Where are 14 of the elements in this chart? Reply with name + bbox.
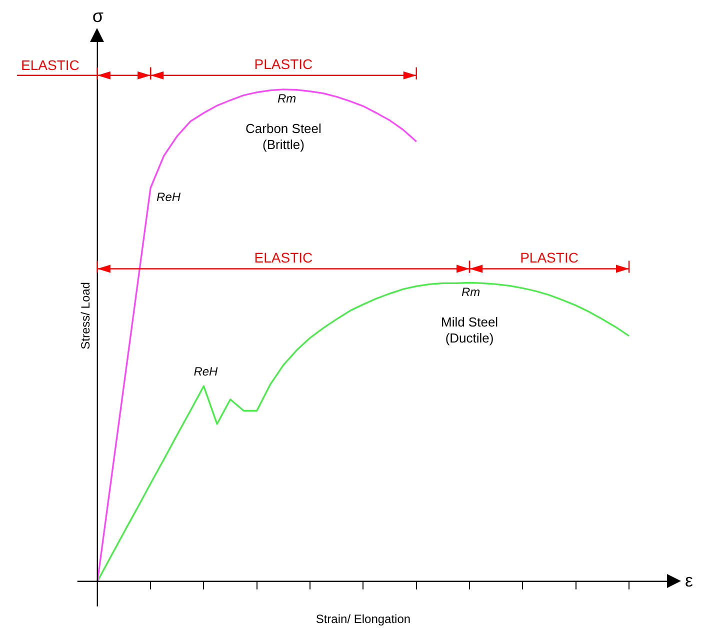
annotation: ReH	[194, 364, 218, 378]
text: ELASTIC	[21, 57, 80, 74]
series-label: Carbon Steel (Brittle)	[246, 120, 322, 152]
text: σ	[92, 6, 104, 26]
text: PLASTIC	[254, 56, 313, 72]
text: Mild Steel (Ductile)	[440, 314, 498, 346]
annotation: ELASTIC	[254, 250, 313, 266]
annotation: Rm	[462, 285, 480, 300]
x-axis-title: Strain/ Elongation	[316, 612, 411, 626]
annotation: PLASTIC	[520, 250, 578, 266]
annotation: ReH	[156, 190, 181, 204]
text: ε	[685, 570, 694, 590]
annotation: Rm	[277, 92, 296, 106]
y-axis-title: Stress/ Load	[78, 282, 93, 350]
